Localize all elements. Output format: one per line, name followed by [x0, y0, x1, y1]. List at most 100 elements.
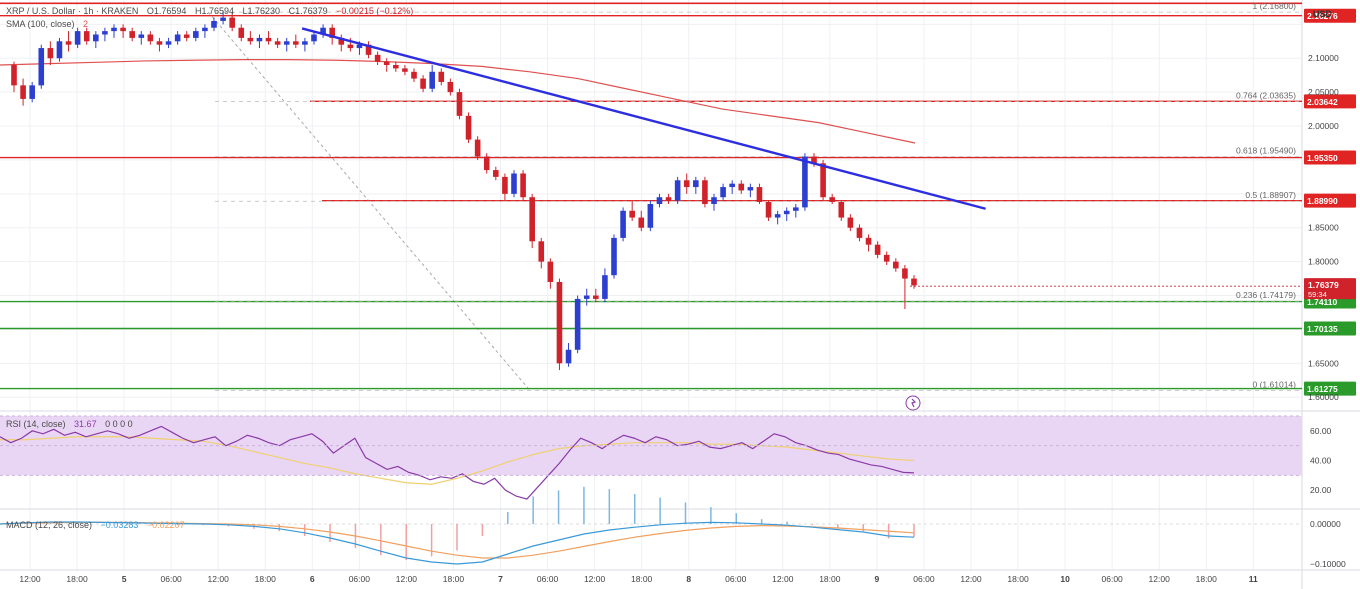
candle-body — [883, 254, 890, 262]
fib-label: 0 (1.61014) — [1253, 379, 1297, 389]
candle-body — [20, 85, 26, 99]
candle-body — [411, 71, 417, 79]
time-tick: 12:00 — [19, 574, 41, 584]
candle-body — [774, 214, 781, 218]
candle-body — [693, 180, 699, 188]
level-label-bg — [1304, 381, 1356, 396]
price-tick: 2.05000 — [1308, 87, 1339, 97]
candle-body — [729, 183, 735, 188]
rsi-line — [0, 425, 915, 500]
replay-icon[interactable] — [905, 395, 921, 411]
time-tick: 9 — [875, 574, 880, 584]
level-label-bg — [1304, 94, 1356, 109]
candle-body — [29, 85, 35, 99]
macd-tick: −0.10000 — [1310, 559, 1346, 569]
candle-body — [747, 187, 754, 191]
candle-body — [602, 275, 608, 299]
signal-value: −0.02207 — [146, 520, 185, 530]
rsi-extra: 0 0 0 0 — [105, 419, 133, 429]
candle-body — [383, 61, 390, 66]
rsi-ma-line — [0, 436, 915, 485]
current-price-bg — [1304, 278, 1356, 300]
candle-body — [347, 44, 354, 49]
time-tick: 18:00 — [443, 574, 465, 584]
candle-body — [429, 71, 435, 89]
time-tick: 12:00 — [1149, 574, 1171, 584]
price-tick: 1.80000 — [1308, 257, 1339, 267]
symbol-name[interactable]: XRP / U.S. Dollar · 1h · KRAKEN — [6, 6, 139, 16]
candle-body — [447, 81, 454, 93]
candle-body — [247, 37, 254, 42]
candle-body — [83, 31, 90, 42]
candle-body — [120, 27, 126, 32]
time-tick: 12:00 — [584, 574, 606, 584]
time-tick: 11 — [1249, 574, 1258, 584]
candle-body — [911, 278, 917, 286]
candle-body — [647, 204, 654, 228]
rsi-value: 31.67 — [74, 419, 97, 429]
candle-body — [93, 34, 99, 42]
ohlc-close: C1.76379 — [288, 6, 328, 16]
candle-body — [611, 237, 617, 276]
time-tick: 06:00 — [1102, 574, 1124, 584]
rsi-header[interactable]: RSI (14, close) 31.67 0 0 0 0 — [6, 419, 139, 429]
candle-body — [865, 237, 872, 245]
candle-body — [102, 31, 108, 35]
candle-body — [229, 17, 235, 28]
candle-body — [838, 201, 845, 218]
candle-body — [493, 170, 499, 177]
candle-body — [47, 48, 54, 59]
candle-body — [402, 68, 408, 72]
macd-tick: 0.00000 — [1310, 519, 1341, 529]
candle-body — [38, 48, 45, 86]
candle-body — [211, 20, 217, 28]
candle-body — [147, 34, 154, 42]
time-tick: 6 — [310, 574, 315, 584]
candle-body — [111, 27, 117, 32]
time-tick: 12:00 — [772, 574, 794, 584]
candle-body — [847, 217, 854, 228]
countdown-label: 59:34 — [1308, 290, 1327, 299]
rsi-panel — [0, 415, 1302, 500]
candle-body — [574, 298, 581, 350]
candle-body — [302, 41, 308, 45]
candle-body — [793, 207, 799, 211]
fib-label: 0.618 (1.95490) — [1236, 146, 1296, 156]
time-tick: 5 — [122, 574, 127, 584]
rsi-tick: 40.00 — [1310, 456, 1332, 466]
candle-body — [174, 34, 181, 42]
sma-line — [0, 58, 916, 144]
candle-body — [293, 41, 299, 45]
candle-body — [320, 27, 326, 35]
level-label: 2.16276 — [1307, 11, 1338, 21]
time-axis: 12:00 18:00 5 06:00 12:00 18:00 6 06:00 12:00 18:… — [19, 574, 1258, 584]
candle-body — [356, 44, 363, 49]
time-tick: 06:00 — [913, 574, 935, 584]
candle-body — [738, 183, 745, 191]
macd-header[interactable]: MACD (12, 26, close) −0.03283 −0.02207 — [6, 520, 191, 530]
candle-body — [11, 65, 17, 86]
candle-body — [156, 41, 163, 45]
ohlc-low: L1.76230 — [242, 6, 281, 16]
price-tick: 1.85000 — [1308, 223, 1339, 233]
ohlc-change: −0.00215 (−0.12%) — [336, 6, 414, 16]
fib-label: 0.236 (1.74179) — [1236, 290, 1296, 300]
candle-body — [820, 163, 826, 198]
time-tick: 18:00 — [631, 574, 653, 584]
candle-body — [547, 261, 554, 282]
candle-body — [311, 34, 317, 42]
candle-body — [802, 156, 808, 208]
price-tick: 2.00000 — [1308, 121, 1339, 131]
candle-body — [220, 17, 226, 21]
candle-body — [583, 295, 590, 299]
time-tick: 10 — [1060, 574, 1070, 584]
level-label-bg — [1304, 150, 1356, 165]
candle-body — [529, 197, 535, 242]
sma-header[interactable]: SMA (100, close) 2 — [6, 19, 94, 29]
candle-body — [593, 295, 599, 299]
price-tick: 1.60000 — [1308, 392, 1339, 402]
time-tick: 7 — [498, 574, 503, 584]
time-tick: 18:00 — [66, 574, 88, 584]
fibonacci-levels: 1 (2.16800) 0.764 (2.03635) 0.618 (1.95490… — [215, 1, 1302, 391]
